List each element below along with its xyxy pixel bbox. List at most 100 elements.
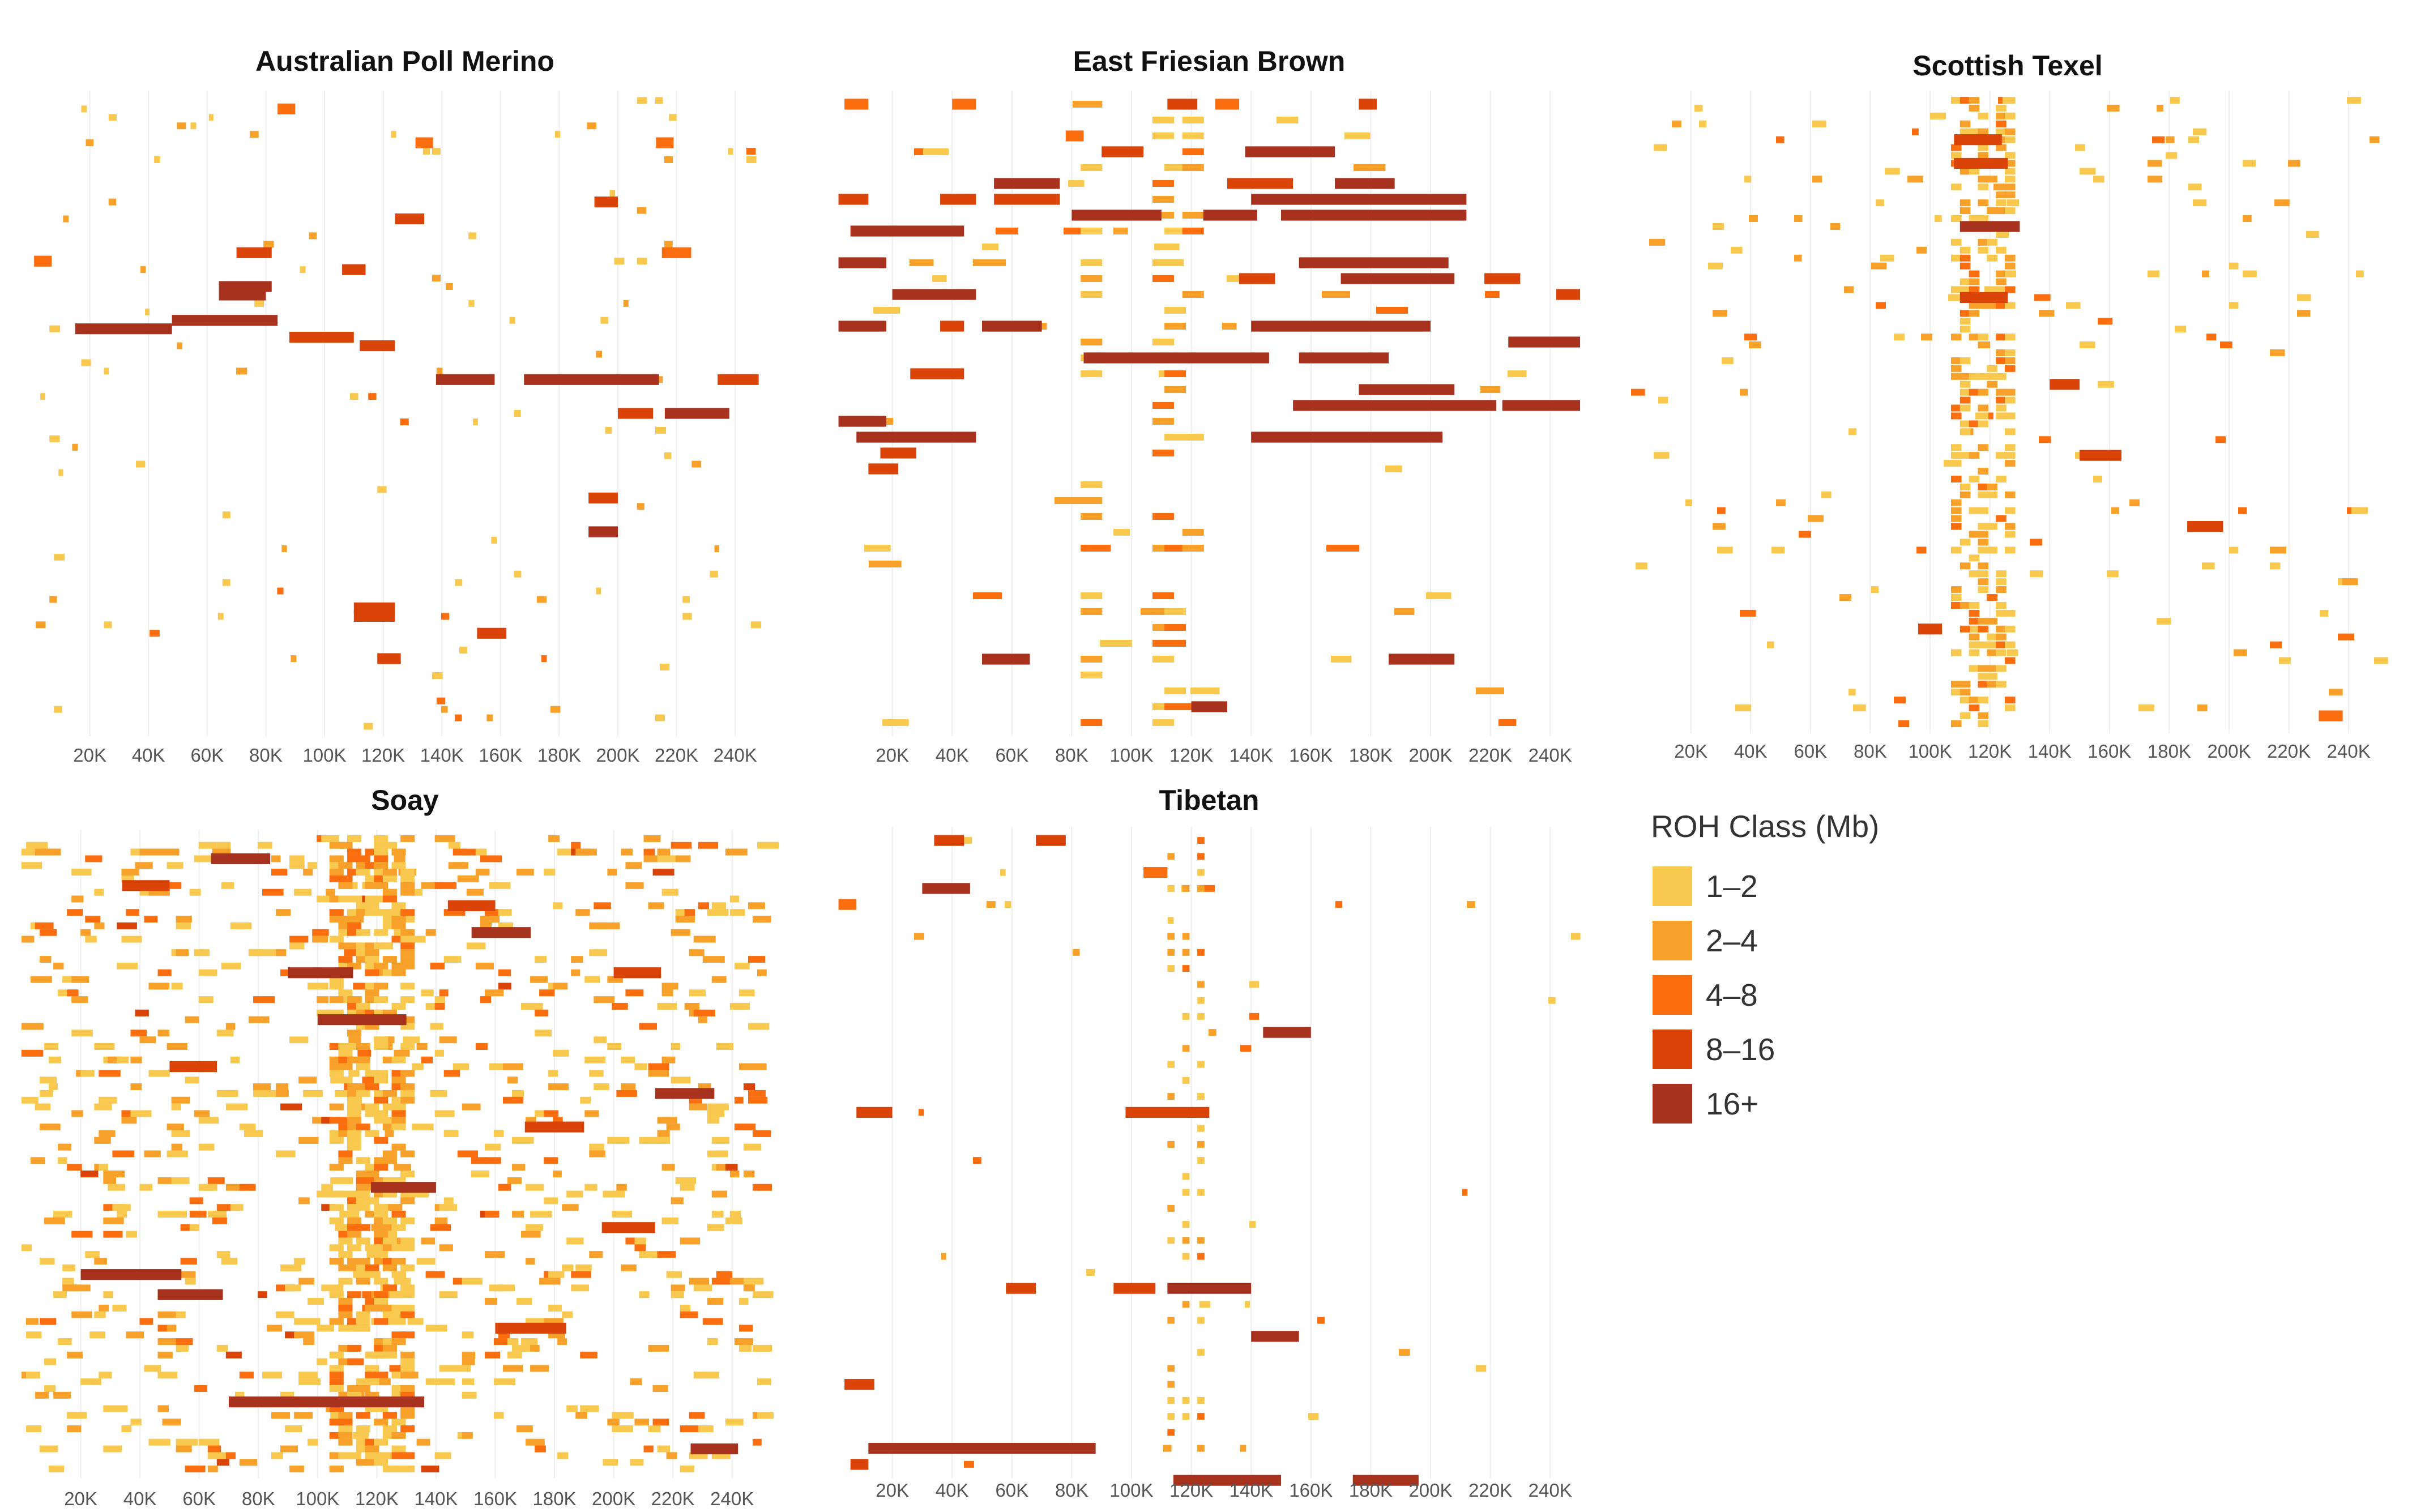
roh-segment bbox=[2066, 302, 2081, 309]
roh-segment bbox=[382, 1344, 397, 1352]
roh-segment bbox=[338, 1419, 353, 1426]
roh-segment bbox=[530, 976, 548, 983]
roh-segment bbox=[850, 1459, 869, 1470]
roh-segment bbox=[711, 1211, 724, 1218]
roh-segment bbox=[1849, 428, 1857, 435]
roh-segment bbox=[44, 1043, 58, 1050]
roh-segment bbox=[1717, 546, 1733, 554]
roh-segment bbox=[625, 862, 642, 869]
roh-background bbox=[914, 837, 1581, 1468]
roh-segment bbox=[338, 1298, 353, 1305]
roh-segment bbox=[400, 962, 415, 969]
roh-segment bbox=[1164, 164, 1186, 171]
roh-segment bbox=[1173, 1475, 1281, 1486]
roh-segment bbox=[348, 1070, 360, 1077]
roh-segment bbox=[475, 848, 487, 856]
roh-segment bbox=[660, 664, 670, 670]
roh-segment bbox=[1776, 136, 1785, 143]
roh-segment bbox=[421, 1237, 435, 1245]
roh-segment bbox=[94, 1137, 111, 1144]
roh-segment bbox=[2005, 641, 2016, 648]
roh-segment bbox=[657, 1002, 677, 1010]
panel-title: East Friesian Brown bbox=[1073, 45, 1346, 77]
roh-segment bbox=[2034, 294, 2051, 301]
roh-segment bbox=[589, 1143, 604, 1151]
roh-segment bbox=[1182, 212, 1204, 219]
roh-segment bbox=[112, 1204, 131, 1211]
roh-segment bbox=[548, 1271, 565, 1278]
roh-segment bbox=[391, 969, 406, 976]
roh-segment bbox=[932, 275, 947, 282]
roh-segment bbox=[382, 1284, 397, 1292]
roh-segment bbox=[462, 1391, 477, 1399]
roh-segment bbox=[1950, 183, 1962, 191]
roh-segment bbox=[1912, 128, 1919, 135]
roh-segment bbox=[748, 1063, 767, 1070]
roh-segment bbox=[982, 654, 1030, 665]
roh-segment bbox=[684, 909, 695, 916]
roh-segment bbox=[276, 1311, 294, 1318]
legend-label: 1–2 bbox=[1706, 869, 1758, 904]
roh-segment bbox=[1969, 373, 1980, 380]
roh-segment bbox=[1950, 720, 1962, 728]
roh-segment bbox=[62, 1278, 74, 1285]
roh-segment bbox=[661, 1217, 679, 1224]
roh-segment bbox=[276, 1083, 289, 1091]
roh-segment bbox=[1167, 99, 1198, 110]
roh-segment bbox=[910, 259, 934, 266]
roh-segment bbox=[22, 1049, 44, 1057]
roh-segment bbox=[353, 610, 395, 622]
roh-segment bbox=[81, 105, 87, 113]
roh-segment bbox=[271, 1452, 283, 1459]
tick-label: 240K bbox=[1529, 745, 1572, 766]
roh-segment bbox=[729, 895, 739, 903]
roh-segment bbox=[1950, 523, 1962, 530]
roh-segment bbox=[1996, 665, 2007, 672]
roh-segment bbox=[356, 929, 370, 936]
roh-segment bbox=[374, 1372, 389, 1379]
roh-segment bbox=[71, 1311, 92, 1318]
roh-segment bbox=[1987, 665, 1997, 672]
roh-segment bbox=[99, 1372, 112, 1379]
tick-label: 240K bbox=[1529, 1480, 1572, 1501]
roh-segment bbox=[1978, 507, 1989, 514]
roh-segment bbox=[207, 1211, 227, 1218]
roh-segment bbox=[44, 1385, 56, 1392]
roh-segment bbox=[594, 996, 615, 1003]
roh-segment bbox=[729, 1171, 740, 1178]
roh-segment bbox=[1308, 1413, 1319, 1420]
roh-segment bbox=[189, 889, 201, 896]
roh-segment bbox=[1182, 291, 1204, 298]
roh-segment bbox=[639, 1023, 658, 1030]
roh-segment bbox=[553, 1049, 569, 1057]
roh-segment bbox=[391, 1419, 406, 1426]
panel-title: Scottish Texel bbox=[1912, 50, 2102, 82]
roh-segment bbox=[548, 835, 560, 842]
roh-segment bbox=[1654, 452, 1670, 459]
roh-segment bbox=[1191, 701, 1227, 712]
roh-segment bbox=[1950, 594, 1962, 601]
roh-segment bbox=[382, 1150, 397, 1158]
roh-segment bbox=[2005, 460, 2016, 467]
roh-segment bbox=[53, 1391, 71, 1399]
roh-segment bbox=[298, 1137, 319, 1144]
roh-segment bbox=[589, 949, 608, 956]
roh-segment bbox=[40, 1077, 57, 1084]
roh-segment bbox=[365, 1103, 379, 1110]
roh-segment bbox=[370, 1182, 436, 1193]
roh-segment bbox=[1996, 396, 2007, 404]
roh-segment bbox=[2005, 152, 2016, 159]
roh-segment bbox=[439, 1204, 458, 1211]
roh-segment bbox=[198, 1143, 215, 1151]
roh-segment bbox=[356, 1190, 370, 1198]
roh-segment bbox=[40, 1124, 61, 1131]
roh-segment bbox=[666, 1271, 682, 1278]
roh-segment bbox=[2229, 546, 2239, 554]
roh-segment bbox=[276, 1090, 289, 1097]
roh-segment bbox=[480, 916, 500, 923]
roh-segment bbox=[1996, 199, 2007, 207]
roh-segment bbox=[353, 983, 368, 990]
roh-segment bbox=[922, 883, 970, 894]
roh-segment bbox=[1960, 120, 1971, 127]
roh-segment bbox=[253, 1083, 271, 1091]
